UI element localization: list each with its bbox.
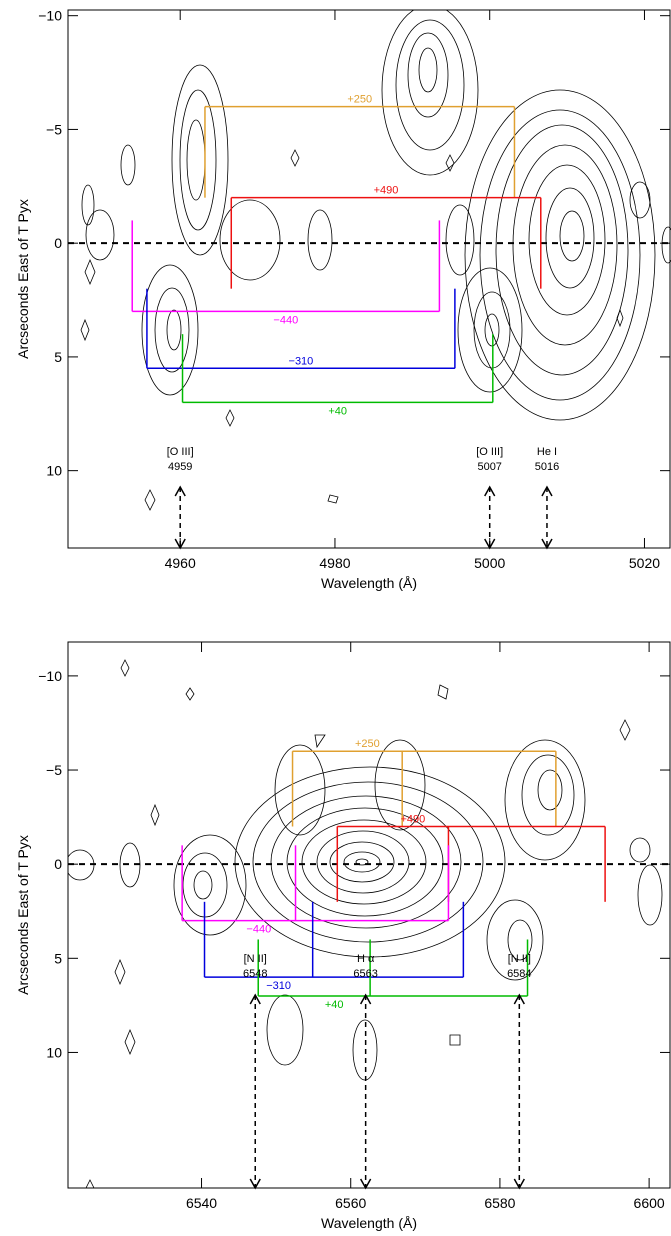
contours — [80, 10, 671, 511]
y-tick-label: −5 — [46, 121, 62, 137]
line-name: H α — [357, 953, 375, 965]
bracket-label: +250 — [347, 94, 372, 106]
y-tick-label: −10 — [38, 8, 62, 24]
line-wavelength: 6584 — [507, 968, 531, 980]
y-tick-label: 0 — [54, 856, 62, 872]
y-tick-label: 5 — [54, 349, 62, 365]
line-wavelength: 6548 — [243, 968, 267, 980]
plot-frame — [67, 9, 671, 549]
y-tick-label: 10 — [46, 1044, 62, 1060]
y-tick-label: 5 — [54, 950, 62, 966]
arrow-head — [484, 538, 496, 550]
line-wavelength: 4959 — [168, 461, 192, 473]
arrow-head — [513, 1178, 525, 1190]
y-tick-label: 0 — [54, 235, 62, 251]
bracket-label: +490 — [374, 185, 399, 197]
x-tick-label: 5020 — [629, 555, 660, 571]
plot-frame — [67, 641, 671, 1189]
y-tick-label: −5 — [46, 762, 62, 778]
bracket-label: −310 — [289, 355, 314, 367]
line-name: [N II] — [244, 953, 267, 965]
x-axis-title: Wavelength (Å) — [321, 1215, 417, 1231]
x-tick-label: 6560 — [335, 1195, 366, 1211]
arrow-head — [484, 485, 496, 497]
arrow-head — [541, 485, 553, 497]
x-tick-label: 6600 — [634, 1195, 665, 1211]
arrow-head — [359, 993, 372, 1005]
line-name: [O III] — [167, 446, 194, 458]
arrow-head — [174, 538, 186, 550]
x-tick-label: 5000 — [474, 555, 505, 571]
x-tick-label: 4980 — [319, 555, 350, 571]
arrow-head — [249, 993, 261, 1005]
x-tick-label: 6580 — [484, 1195, 515, 1211]
contours — [68, 659, 663, 1188]
y-axis-title: Arcseconds East of T Pyx — [15, 835, 31, 995]
line-wavelength: 5016 — [535, 461, 559, 473]
bracket-label: +490 — [400, 814, 425, 826]
x-axis-title: Wavelength (Å) — [321, 575, 417, 591]
bracket-label: +40 — [325, 999, 344, 1011]
bracket-label: +250 — [355, 738, 380, 750]
line-wavelength: 5007 — [477, 461, 501, 473]
y-tick-label: −10 — [38, 668, 62, 684]
arrow-head — [513, 993, 525, 1005]
line-wavelength: 6563 — [353, 968, 377, 980]
line-name: He I — [537, 446, 557, 458]
bracket-label: −440 — [273, 314, 298, 326]
arrow-head — [359, 1178, 372, 1190]
bracket-label: +40 — [328, 405, 347, 417]
arrow-head — [541, 538, 553, 550]
arrow-head — [174, 485, 186, 497]
x-tick-label: 4960 — [165, 555, 196, 571]
bracket-label: −440 — [246, 924, 271, 936]
line-name: [N II] — [508, 953, 531, 965]
line-name: [O III] — [476, 446, 503, 458]
bracket-label: −310 — [266, 980, 291, 992]
x-tick-label: 6540 — [186, 1195, 217, 1211]
arrow-head — [249, 1178, 261, 1190]
y-axis-title: Arcseconds East of T Pyx — [15, 199, 31, 359]
y-tick-label: 10 — [46, 463, 62, 479]
